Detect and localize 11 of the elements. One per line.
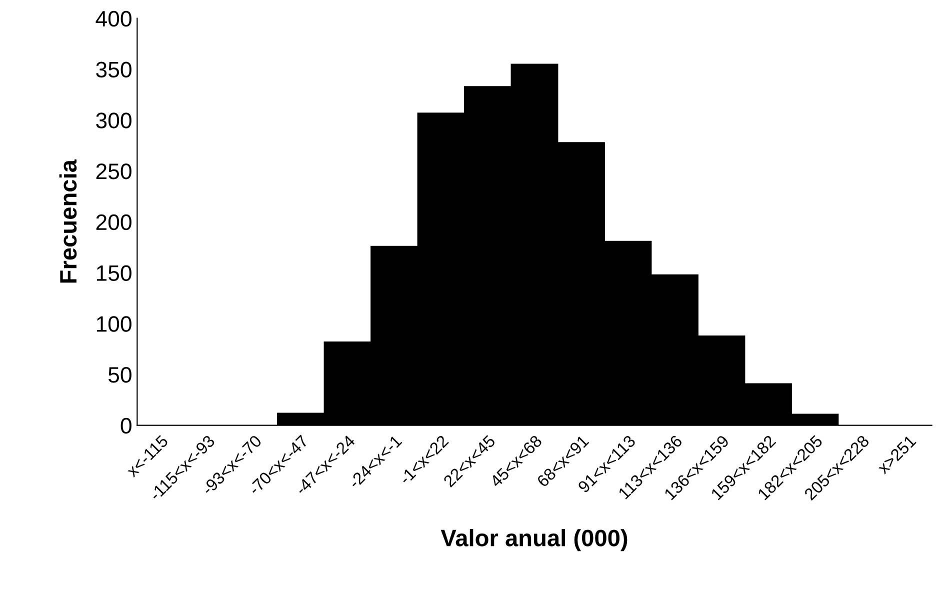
y-tick-label: 0 [120,418,132,434]
y-tick-label: 300 [96,112,132,128]
y-tick-label: 350 [96,62,132,78]
y-tick-label: 250 [96,164,132,180]
y-tick-label: 400 [96,10,132,27]
y-tick-label: 100 [96,316,132,332]
y-axis-title: Frecuencia [59,159,77,283]
y-tick-label: 200 [96,214,132,230]
y-tick-label: 150 [96,265,132,281]
x-axis-title: Valor anual (000) [440,529,628,552]
y-tick-label: 50 [108,367,132,383]
